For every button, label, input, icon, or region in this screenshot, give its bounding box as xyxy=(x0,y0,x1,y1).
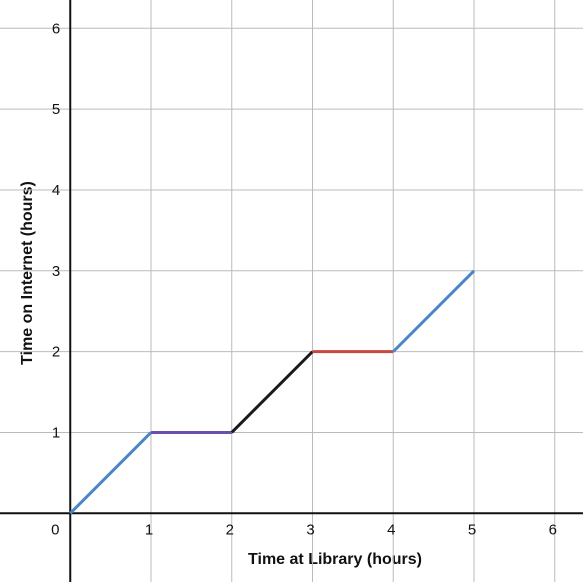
x-tick-label: 1 xyxy=(145,521,153,538)
y-tick-label: 4 xyxy=(52,182,60,199)
x-tick-label: 6 xyxy=(549,521,557,538)
y-tick-label: 5 xyxy=(52,101,60,118)
x-tick-label: 0 xyxy=(51,521,59,538)
y-tick-label: 6 xyxy=(52,20,60,37)
x-tick-label: 3 xyxy=(306,521,314,538)
x-axis-title: Time at Library (hours) xyxy=(248,551,422,568)
x-tick-label: 5 xyxy=(468,521,476,538)
x-tick-label: 4 xyxy=(387,521,395,538)
line-segment xyxy=(392,269,476,353)
y-tick-label: 1 xyxy=(52,424,60,441)
line-segment xyxy=(69,431,153,515)
y-tick-label: 3 xyxy=(52,263,60,280)
x-tick-label: 2 xyxy=(226,521,234,538)
y-tick-label: 2 xyxy=(52,344,60,361)
line-segment xyxy=(230,350,314,434)
y-axis-title: Time on Internet (hours) xyxy=(19,181,36,365)
